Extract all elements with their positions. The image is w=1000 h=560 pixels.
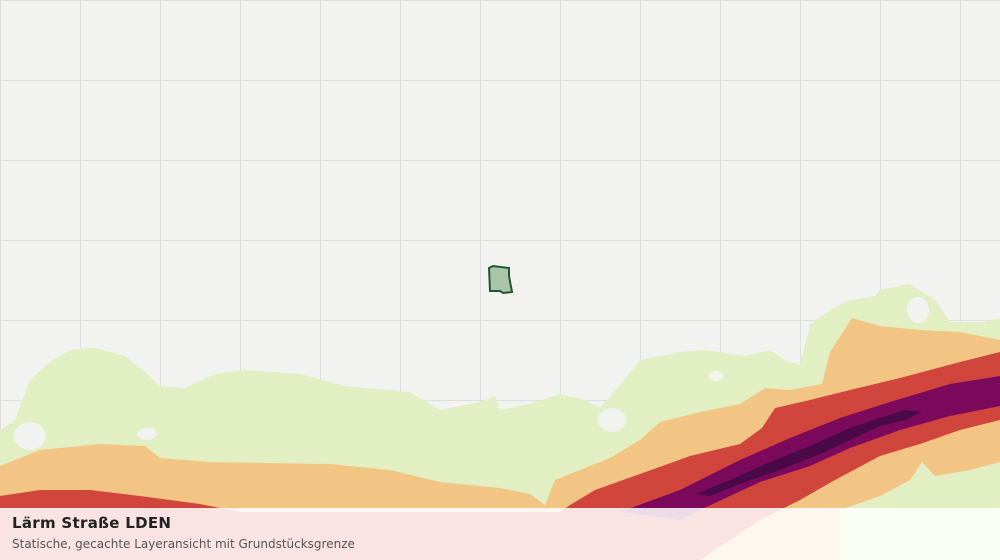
noise-gap [598,408,626,432]
noise-gap [907,297,929,323]
layer-subtitle: Statische, gecachte Layeransicht mit Gru… [12,537,355,551]
caption-panel: Lärm Straße LDEN Statische, gecachte Lay… [0,508,1000,560]
layer-title: Lärm Straße LDEN [12,514,172,532]
noise-zone-extreme [696,410,922,496]
parcel-boundary [487,264,514,295]
noise-gap [14,422,46,450]
noise-gap [137,428,157,440]
noise-gap [709,371,723,381]
